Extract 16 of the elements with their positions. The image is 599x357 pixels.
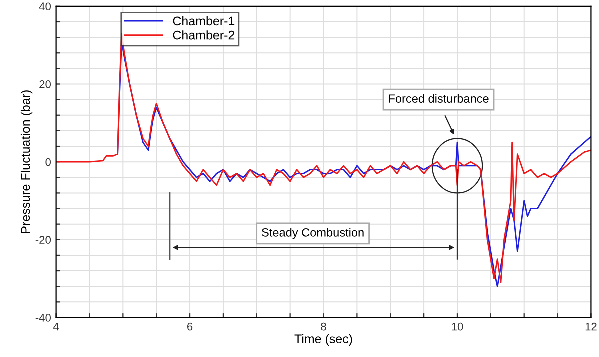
y-tick-label: -20: [36, 236, 52, 244]
y-tick-label: -40: [36, 314, 52, 322]
legend-label: Chamber-1: [173, 16, 235, 26]
y-axis-title: Pressure Fluctuation (bar): [20, 90, 33, 234]
x-tick-label: 4: [53, 323, 60, 331]
x-tick-label: 6: [188, 322, 193, 331]
x-tick-label: 12: [586, 322, 597, 331]
x-tick-label: 8: [321, 322, 326, 331]
x-tick-label: 10: [452, 322, 464, 331]
y-tick-label: 20: [40, 80, 52, 88]
x-axis-title: Time (sec): [294, 334, 352, 346]
y-tick-label: 40: [39, 2, 52, 11]
y-tick-label: 0: [46, 158, 52, 166]
annotation: Forced disturbance: [389, 94, 489, 103]
annotation: Steady Combustion: [262, 228, 364, 240]
legend-label: Chamber-2: [173, 30, 235, 40]
